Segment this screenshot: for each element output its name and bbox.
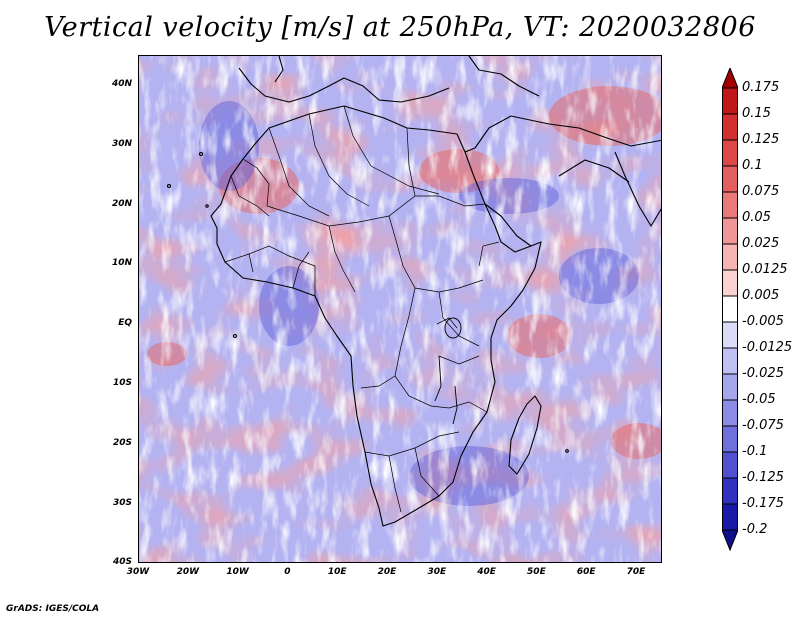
colorbar-label: -0.025 xyxy=(742,366,784,381)
colorbar-label: 0.05 xyxy=(742,210,771,225)
lat-label: 30S xyxy=(112,497,132,508)
field-white-streaks xyxy=(139,56,661,562)
colorbar-swatch xyxy=(722,347,738,375)
colorbar-label: -0.005 xyxy=(742,314,784,329)
colorbar-swatch xyxy=(722,139,738,167)
colorbar-swatch xyxy=(722,503,738,531)
colorbar-swatch xyxy=(722,165,738,193)
lon-label: 10W xyxy=(226,567,249,577)
colorbar-label: -0.075 xyxy=(742,418,784,433)
colorbar-swatch xyxy=(722,321,738,349)
colorbar-swatch xyxy=(722,373,738,401)
colorbar-label: 0.175 xyxy=(742,80,780,95)
lakes xyxy=(434,317,462,425)
lat-label: EQ xyxy=(118,318,132,329)
lon-label: 70E xyxy=(626,567,646,577)
colorbar-swatch xyxy=(722,295,738,323)
colorbar-swatch xyxy=(722,425,738,453)
colorbar-swatch xyxy=(722,243,738,271)
colorbar-label: 0.1 xyxy=(742,158,763,173)
lon-label: 30E xyxy=(427,567,447,577)
colorbar-bottom-arrow xyxy=(722,529,738,552)
coastlines xyxy=(166,56,661,527)
lat-label: 40S xyxy=(112,557,132,567)
colorbar-label: -0.1 xyxy=(742,444,768,459)
colorbar-label: 0.075 xyxy=(742,184,780,199)
footer-credit: GrADS: IGES/COLA xyxy=(6,604,100,614)
lon-label: 0 xyxy=(284,567,291,577)
map-title: Vertical velocity [m/s] at 250hPa, VT: 2… xyxy=(44,12,756,43)
colorbar-label: -0.2 xyxy=(742,522,768,537)
colorbar-label: 0.005 xyxy=(742,288,780,303)
colorbar-label: -0.0125 xyxy=(742,340,793,355)
country-borders xyxy=(224,105,500,513)
lon-label: 40E xyxy=(477,567,496,577)
lon-label: 30W xyxy=(126,567,150,577)
colorbar-label: 0.0125 xyxy=(742,262,788,277)
colorbar-swatch xyxy=(722,191,738,219)
lat-label: 20S xyxy=(112,437,132,448)
lat-label: 40N xyxy=(111,79,132,89)
lat-label: 10N xyxy=(111,258,132,269)
colorbar-label: -0.05 xyxy=(742,392,776,407)
lon-label: 20W xyxy=(176,567,200,577)
colorbar-label: 0.15 xyxy=(742,106,771,121)
colorbar-label: 0.025 xyxy=(742,236,780,251)
colorbar-label: -0.175 xyxy=(742,496,784,511)
colorbar-swatch xyxy=(722,87,738,115)
lon-label: 50E xyxy=(527,567,546,577)
lon-label: 10E xyxy=(327,567,347,577)
colorbar-swatch xyxy=(722,269,738,297)
colorbar-swatch xyxy=(722,113,738,141)
colorbar-swatch xyxy=(722,217,738,245)
colorbar xyxy=(722,68,738,552)
colorbar-swatch xyxy=(722,477,738,505)
lon-label: 60E xyxy=(576,567,596,577)
colorbar-top-arrow xyxy=(722,68,738,89)
lat-label: 20N xyxy=(111,198,132,209)
lon-label: 20E xyxy=(377,567,397,577)
lat-label: 30N xyxy=(111,138,132,149)
colorbar-label: -0.125 xyxy=(742,470,784,485)
map-panel xyxy=(138,55,662,563)
colorbar-swatch xyxy=(722,451,738,479)
colorbar-swatch xyxy=(722,399,738,427)
colorbar-label: 0.125 xyxy=(742,132,780,147)
lat-label: 10S xyxy=(112,378,132,388)
